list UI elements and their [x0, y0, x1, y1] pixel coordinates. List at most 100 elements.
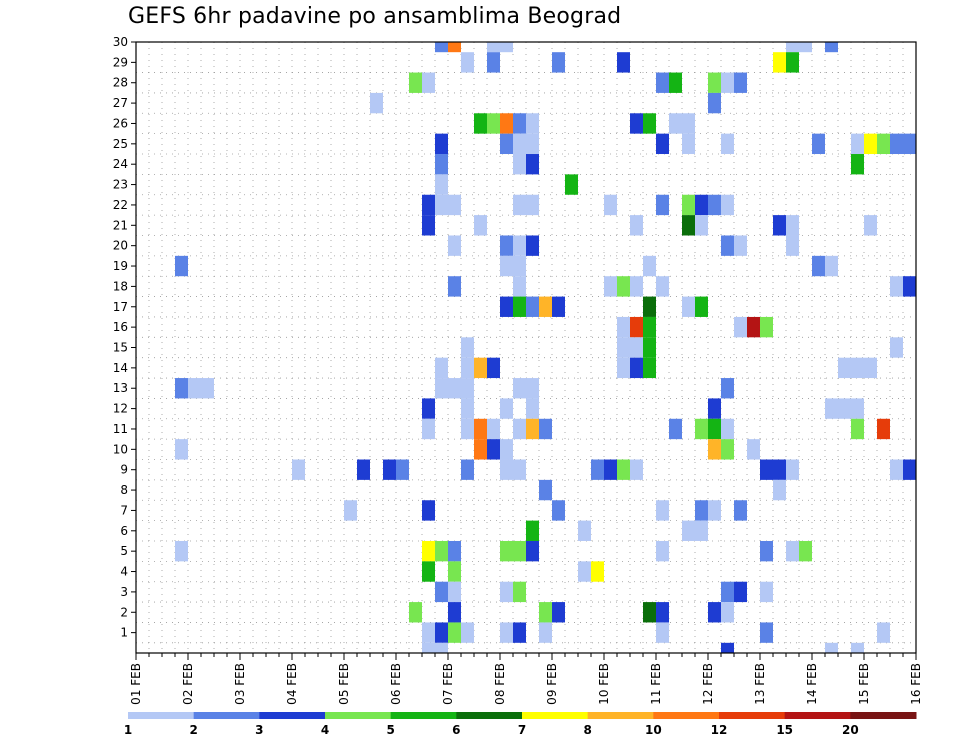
heatmap-cell [721, 133, 734, 155]
y-tick-label: 20 [113, 239, 128, 253]
heatmap-cell [435, 581, 448, 603]
legend-swatch [587, 712, 654, 719]
heatmap-cell [513, 133, 526, 155]
heatmap-cell [500, 113, 513, 134]
y-tick-label: 8 [120, 483, 128, 497]
heatmap-cell [526, 398, 539, 419]
x-tick-label: 08 FEB [493, 663, 507, 705]
y-tick-label: 19 [113, 259, 128, 273]
heatmap-cell [721, 581, 734, 603]
heatmap-cell [630, 113, 643, 134]
legend-swatch [850, 712, 917, 719]
heatmap-cell [513, 581, 526, 603]
heatmap-cell [422, 398, 435, 419]
y-tick-label: 16 [113, 320, 128, 334]
heatmap-cell [461, 337, 474, 358]
heatmap-cell [851, 357, 864, 379]
heatmap-cell [461, 398, 474, 419]
heatmap-cell [708, 418, 721, 440]
heatmap-cell [708, 500, 721, 521]
heatmap-cell [435, 378, 448, 399]
heatmap-cell [851, 133, 864, 155]
heatmap-cell [526, 194, 539, 216]
heatmap-cell [500, 255, 513, 277]
y-tick-label: 21 [113, 218, 128, 232]
legend-swatch [193, 712, 260, 719]
axes: 1234567891011121314151617181920212223242… [113, 35, 923, 705]
heatmap-cell [721, 72, 734, 93]
y-tick-label: 7 [120, 503, 128, 517]
y-tick-label: 25 [113, 137, 128, 151]
heatmap-cell [708, 194, 721, 216]
heatmap-cell [656, 540, 669, 562]
heatmap-cell [500, 296, 513, 317]
heatmap-cell [617, 357, 630, 379]
heatmap-cell [500, 235, 513, 256]
heatmap-cell [643, 113, 656, 134]
heatmap-cell [656, 133, 669, 155]
heatmap-cell [461, 52, 474, 73]
heatmap-cell [474, 418, 487, 440]
heatmap-cell [721, 235, 734, 256]
heatmap-cell [617, 52, 630, 73]
y-tick-label: 23 [113, 178, 128, 192]
heatmap-cell [539, 296, 552, 317]
heatmap-cell [747, 439, 760, 460]
heatmap-cell [825, 398, 838, 419]
heatmap-cell [448, 602, 461, 623]
heatmap-cell [786, 52, 799, 73]
heatmap-cell [656, 500, 669, 521]
heatmap-cell [695, 296, 708, 317]
heatmap-cell [630, 337, 643, 358]
heatmap-cell [422, 72, 435, 93]
heatmap-cell [526, 520, 539, 541]
heatmap-cell [851, 398, 864, 419]
legend-swatch [719, 712, 786, 719]
heatmap-cell [786, 215, 799, 236]
x-tick-label: 02 FEB [181, 663, 195, 705]
x-tick-label: 10 FEB [597, 663, 611, 705]
heatmap-cell [695, 215, 708, 236]
heatmap-cell [864, 133, 877, 155]
heatmap-cell [617, 276, 630, 297]
heatmap-cell [526, 540, 539, 562]
heatmap-cell [448, 42, 461, 53]
heatmap-cell [461, 418, 474, 440]
heatmap-cell [422, 194, 435, 216]
y-tick-label: 4 [120, 565, 128, 579]
heatmap-cell [799, 42, 812, 53]
heatmap-cell [695, 418, 708, 440]
y-tick-label: 22 [113, 198, 128, 212]
y-tick-label: 2 [120, 605, 128, 619]
y-tick-label: 15 [113, 341, 128, 355]
heatmap-cell [422, 561, 435, 582]
heatmap-cell [630, 459, 643, 480]
heatmap-cell [578, 561, 591, 582]
heatmap-cell [474, 357, 487, 379]
x-tick-label: 05 FEB [337, 663, 351, 705]
legend-swatch [390, 712, 457, 719]
heatmap-cell [773, 215, 786, 236]
heatmap-cell [786, 540, 799, 562]
heatmap-cell [500, 540, 513, 562]
heatmap-cell [461, 622, 474, 643]
heatmap-cell [760, 622, 773, 643]
heatmap-cell [656, 72, 669, 93]
heatmap-cell [721, 439, 734, 460]
heatmap-cell [292, 459, 305, 480]
heatmap-cell [435, 42, 448, 53]
heatmap-cell [890, 459, 903, 480]
heatmap-cell [175, 255, 188, 277]
heatmap-cell [682, 194, 695, 216]
heatmap-cell [201, 378, 214, 399]
heatmap-cell [864, 357, 877, 379]
heatmap-cell [669, 72, 682, 93]
heatmap-cell [825, 42, 838, 53]
heatmap-cell [422, 215, 435, 236]
heatmap-cell [513, 296, 526, 317]
heatmap-cell [435, 622, 448, 643]
x-tick-label: 03 FEB [233, 663, 247, 705]
heatmap-cell [812, 133, 825, 155]
legend-label: 15 [776, 723, 793, 737]
heatmap-cell [721, 194, 734, 216]
